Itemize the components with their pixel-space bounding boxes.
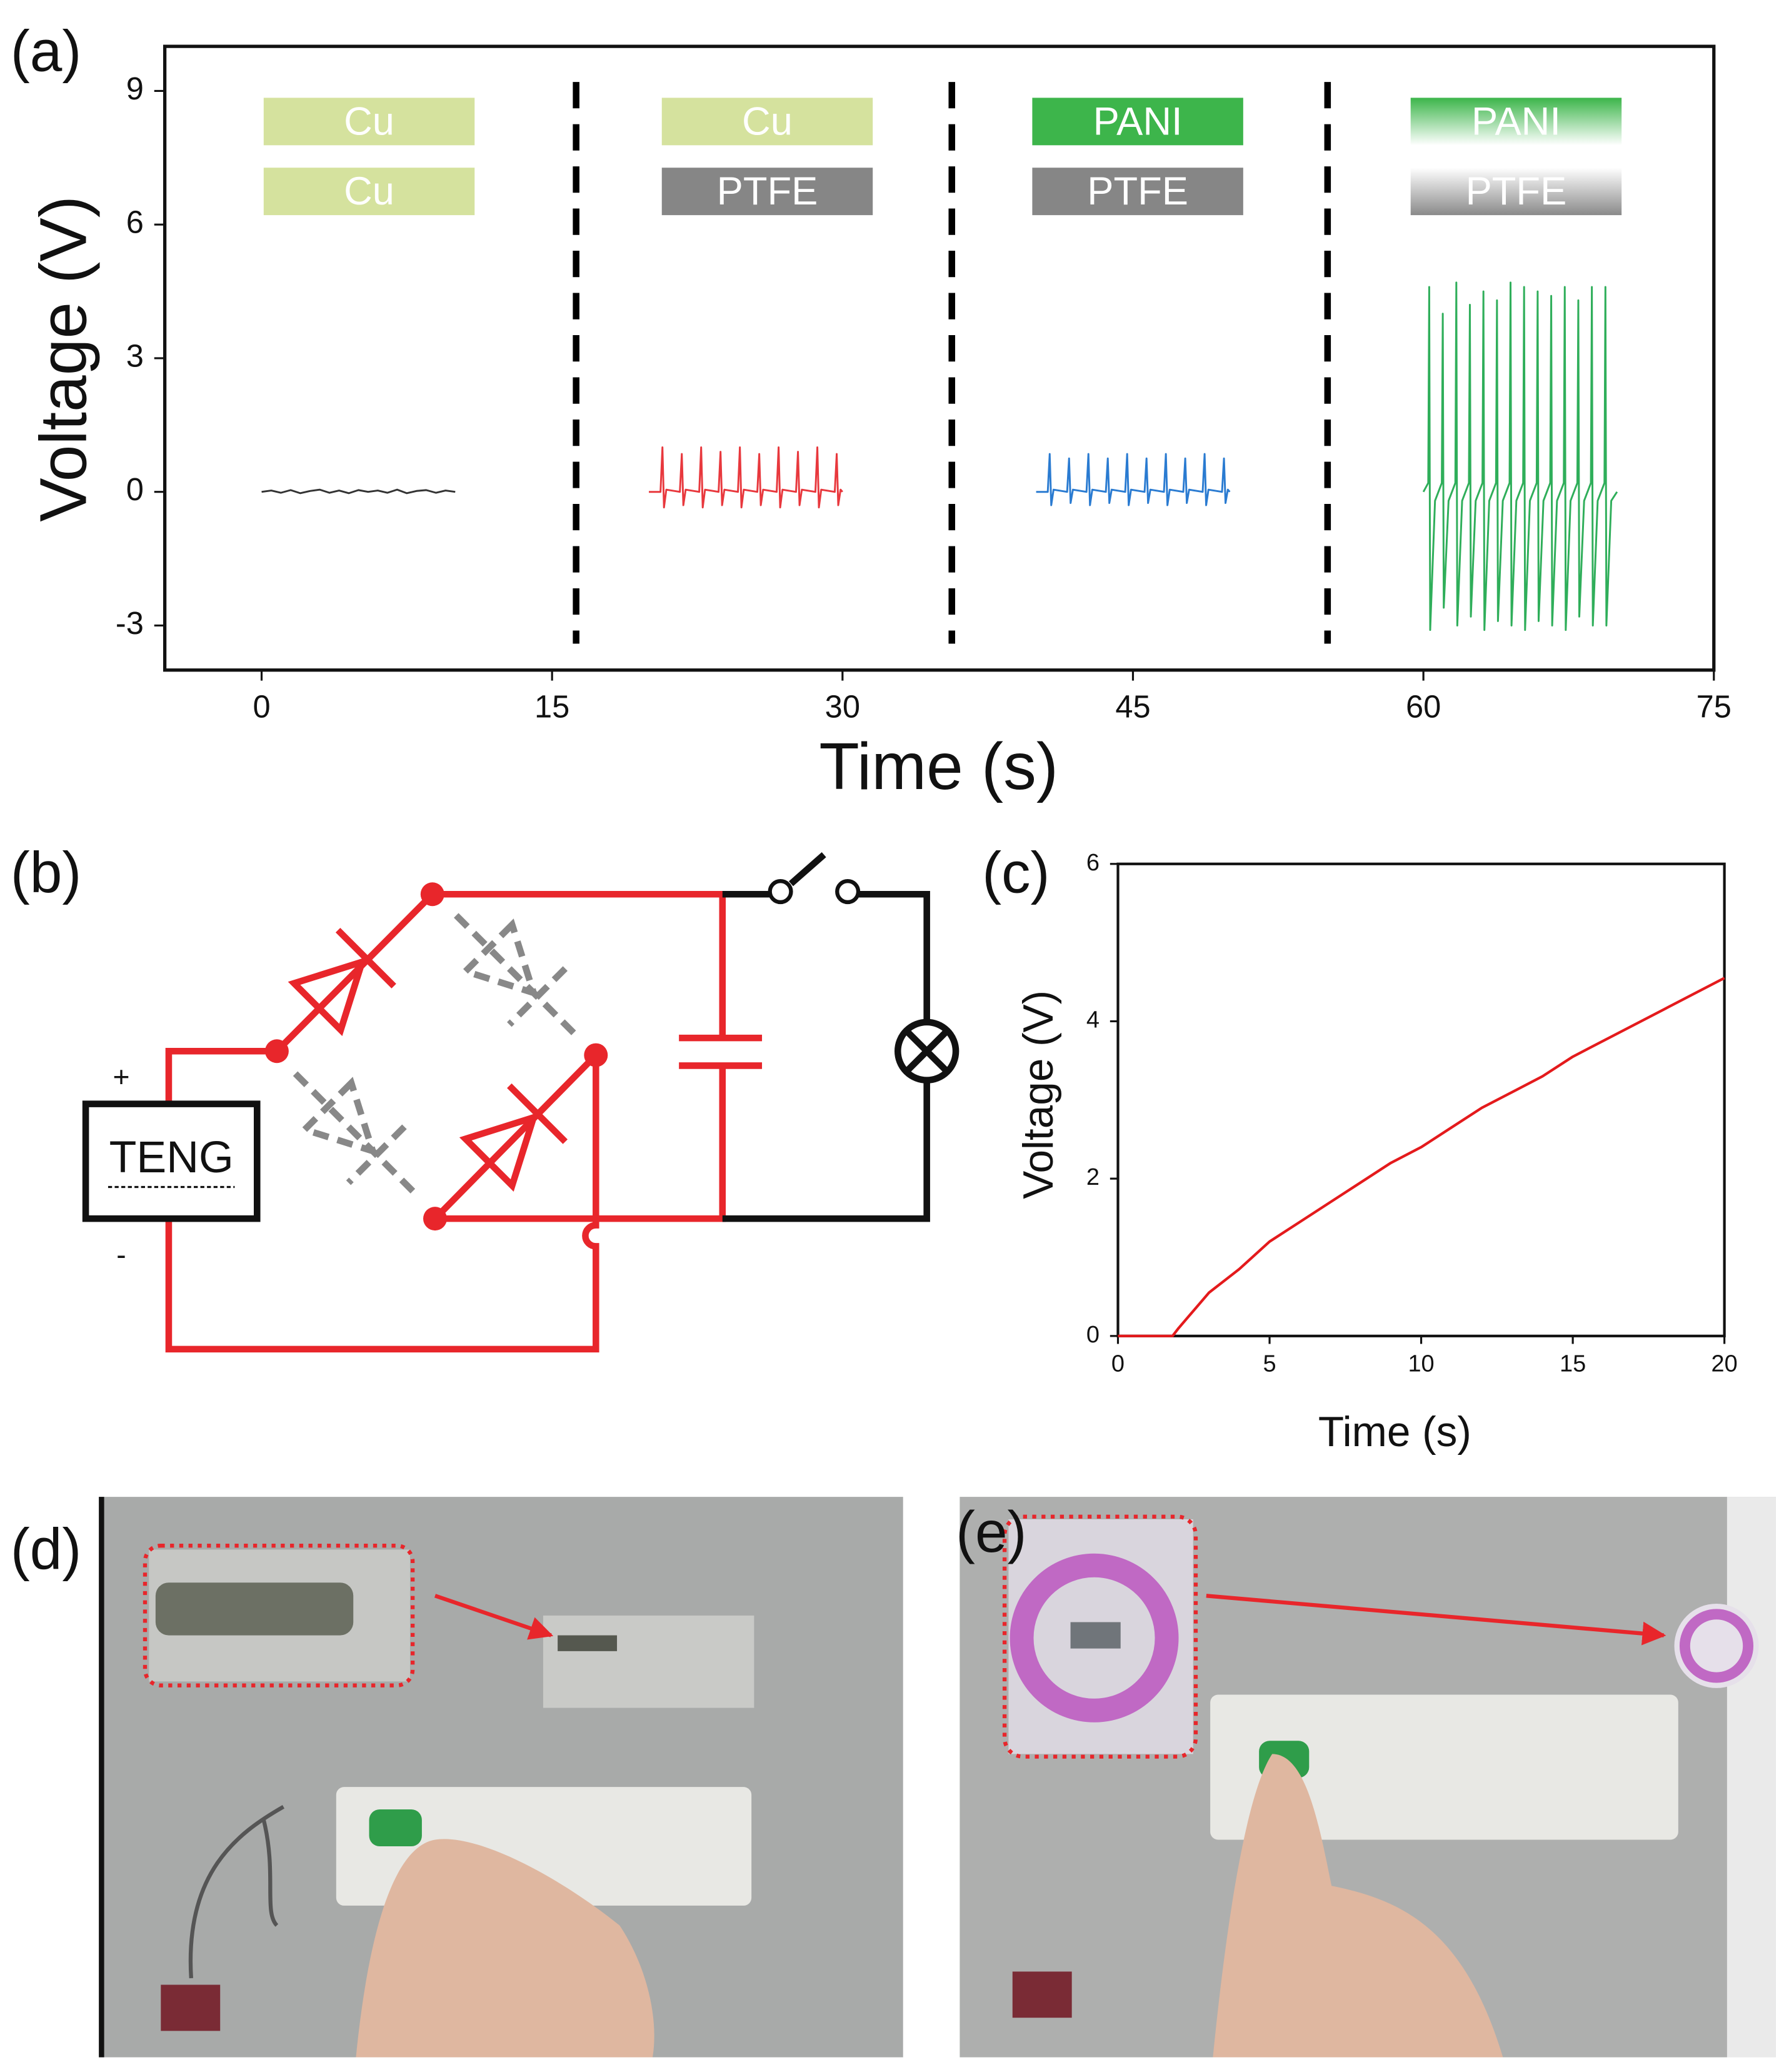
plot-frame <box>163 44 1716 672</box>
x-tick-label: 0 <box>253 689 270 725</box>
diode <box>454 913 580 1039</box>
teng-label: TENG <box>109 1132 234 1182</box>
series-line <box>1118 977 1725 1337</box>
x-tick-label: 15 <box>534 689 569 725</box>
y-axis-label: Voltage (V) <box>28 196 101 522</box>
y-tick-label: 9 <box>126 71 144 106</box>
diode <box>288 927 396 1037</box>
capacitor <box>679 1034 763 1069</box>
photo: (d) <box>11 1497 903 2058</box>
series-line <box>1036 453 1231 506</box>
switch-contact <box>835 879 861 905</box>
material-label: PTFE <box>717 169 818 213</box>
x-tick-label: 75 <box>1696 689 1731 725</box>
panel-label: (b) <box>11 840 81 905</box>
photo: (e) <box>956 1497 1776 2058</box>
lamp-cross <box>905 1028 950 1074</box>
switch-contact <box>768 879 793 905</box>
series-line <box>649 446 843 509</box>
material-label: Cu <box>742 99 793 143</box>
series-line <box>261 488 456 495</box>
material-label: PTFE <box>1466 169 1567 213</box>
panel-label: (d) <box>11 1516 81 1581</box>
y-tick-label: 6 <box>126 204 144 240</box>
material-box <box>263 168 475 216</box>
plus: + <box>113 1060 129 1093</box>
diode <box>293 1071 419 1197</box>
x-tick-label: 20 <box>1711 1351 1738 1377</box>
wire <box>722 852 930 1222</box>
panel-label: (c) <box>982 840 1050 905</box>
material-label: PTFE <box>1087 169 1188 213</box>
material-box <box>1032 98 1243 146</box>
lamp <box>894 1018 960 1084</box>
material-box <box>263 98 475 146</box>
y-axis-label: Voltage (V) <box>1015 990 1062 1199</box>
minus: - <box>116 1239 126 1271</box>
y-tick-label: 6 <box>1086 850 1100 876</box>
wire <box>165 1055 599 1353</box>
x-tick-label: 0 <box>1111 1351 1125 1377</box>
x-tick-label: 15 <box>1560 1351 1586 1377</box>
y-tick-label: 0 <box>1086 1322 1100 1348</box>
x-tick-label: 30 <box>825 689 860 725</box>
material-box <box>661 168 873 216</box>
plot-frame <box>1116 862 1726 1337</box>
x-axis-label: Time (s) <box>1318 1409 1471 1456</box>
panel-label: (a) <box>11 18 81 83</box>
y-tick-label: 0 <box>126 471 144 507</box>
x-tick-label: 60 <box>1406 689 1441 725</box>
material-label: Cu <box>344 169 394 213</box>
material-box <box>1410 98 1622 146</box>
material-label: Cu <box>344 99 394 143</box>
x-tick-label: 10 <box>1408 1351 1434 1377</box>
material-box <box>661 98 873 146</box>
circuit <box>82 852 960 1353</box>
x-tick-label: 45 <box>1115 689 1150 725</box>
material-label: PANI <box>1093 99 1183 143</box>
y-tick-label: -3 <box>116 605 144 641</box>
y-tick-label: 3 <box>126 338 144 373</box>
material-box <box>1410 168 1622 216</box>
wire <box>165 891 726 1222</box>
x-axis-label: Time (s) <box>819 730 1058 803</box>
separators <box>573 82 1331 644</box>
material-label: PANI <box>1471 99 1561 143</box>
diode <box>459 1083 568 1192</box>
y-tick-label: 2 <box>1086 1164 1100 1190</box>
material-box <box>1032 168 1243 216</box>
series-line <box>1422 281 1618 631</box>
y-tick-label: 4 <box>1086 1007 1100 1033</box>
panel-label: (e) <box>956 1499 1026 1564</box>
x-tick-label: 5 <box>1263 1351 1276 1377</box>
teng-box <box>82 1100 261 1222</box>
